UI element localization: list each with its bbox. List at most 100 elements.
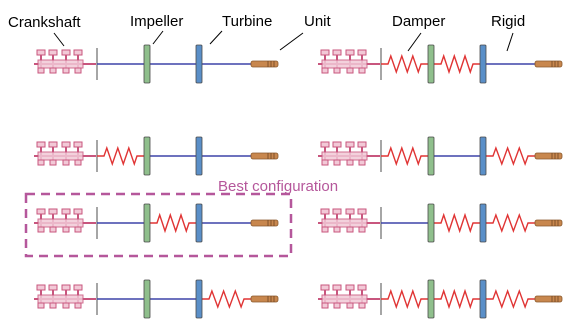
- crank-counterweight: [320, 208, 330, 215]
- crank-pin: [49, 302, 57, 309]
- crankshaft-pointer: [53, 32, 65, 47]
- crank-counterweight: [345, 284, 355, 291]
- crank-counterweight: [73, 284, 83, 291]
- configurations: [34, 44, 563, 319]
- turbine-disc: [195, 203, 203, 243]
- turbine-disc: [479, 44, 487, 84]
- crank-counterweight: [61, 284, 71, 291]
- crank-counterweight: [357, 49, 367, 56]
- crank-pin: [49, 67, 57, 74]
- crank-counterweight: [48, 49, 58, 56]
- impeller-disc: [143, 279, 151, 319]
- load-unit-icon: [534, 295, 563, 303]
- crank-counterweight: [345, 208, 355, 215]
- damper-spring: [381, 288, 428, 310]
- crank-counterweight: [73, 208, 83, 215]
- damper-spring: [486, 288, 535, 310]
- crank-pin: [358, 67, 366, 74]
- impeller-disc: [143, 44, 151, 84]
- crank-counterweight: [320, 141, 330, 148]
- crank-journal: [321, 59, 368, 69]
- impeller-disc: [427, 203, 435, 243]
- crank-counterweight: [357, 141, 367, 148]
- turbine-disc: [195, 279, 203, 319]
- crankshaft-icon: [34, 207, 98, 239]
- crank-counterweight: [36, 208, 46, 215]
- crank-pin: [74, 159, 82, 166]
- load-unit-icon: [250, 60, 279, 68]
- crank-counterweight: [332, 141, 342, 148]
- crank-pin: [333, 159, 341, 166]
- crankshaft-icon: [318, 140, 382, 172]
- crank-pin: [62, 302, 70, 309]
- damper-spring: [381, 145, 428, 167]
- crank-counterweight: [332, 284, 342, 291]
- damper-spring: [486, 145, 535, 167]
- crank-counterweight: [332, 208, 342, 215]
- crank-counterweight: [61, 49, 71, 56]
- crank-counterweight: [61, 208, 71, 215]
- crank-pin: [333, 67, 341, 74]
- crank-pin: [321, 226, 329, 233]
- crank-counterweight: [73, 49, 83, 56]
- best-configuration-label: Best configuration: [218, 178, 338, 195]
- configuration-right-4: [318, 279, 563, 319]
- crank-pin: [358, 302, 366, 309]
- damper-spring: [434, 53, 480, 75]
- crank-pin: [346, 159, 354, 166]
- turbine-disc: [479, 136, 487, 176]
- configuration-left-3: [34, 203, 279, 243]
- crank-pin: [37, 67, 45, 74]
- configuration-right-2: [318, 136, 563, 176]
- crank-pin: [37, 159, 45, 166]
- crank-pin: [62, 226, 70, 233]
- crank-counterweight: [345, 49, 355, 56]
- damper-label: Damper: [392, 13, 445, 30]
- crank-pin: [346, 67, 354, 74]
- unit-pointer: [279, 32, 304, 51]
- impeller-disc: [427, 279, 435, 319]
- crank-pin: [62, 159, 70, 166]
- turbine-disc: [195, 136, 203, 176]
- crank-pin: [358, 226, 366, 233]
- impeller-disc: [427, 44, 435, 84]
- crank-counterweight: [73, 141, 83, 148]
- damper-spring: [97, 145, 144, 167]
- crankshaft-icon: [318, 207, 382, 239]
- crank-journal: [321, 218, 368, 228]
- impeller-disc: [143, 136, 151, 176]
- damper-spring: [150, 212, 196, 234]
- turbine-disc: [479, 203, 487, 243]
- crank-journal: [321, 151, 368, 161]
- configuration-left-2: [34, 136, 279, 176]
- rigid-pointer: [506, 32, 514, 52]
- turbine-label: Turbine: [222, 13, 272, 30]
- crank-pin: [74, 67, 82, 74]
- crank-counterweight: [357, 208, 367, 215]
- configuration-right-3: [318, 203, 563, 243]
- crank-counterweight: [332, 49, 342, 56]
- crank-counterweight: [345, 141, 355, 148]
- damper-pointer: [407, 32, 422, 52]
- crankshaft-icon: [318, 48, 382, 80]
- configuration-left-4: [34, 279, 279, 319]
- crank-pin: [358, 159, 366, 166]
- crank-pin: [346, 302, 354, 309]
- crank-journal: [321, 294, 368, 304]
- crank-counterweight: [48, 141, 58, 148]
- crank-pin: [37, 226, 45, 233]
- crankshaft-icon: [318, 283, 382, 315]
- crank-pin: [62, 67, 70, 74]
- crank-journal: [37, 218, 84, 228]
- load-unit-icon: [534, 60, 563, 68]
- crank-pin: [49, 159, 57, 166]
- impeller-pointer: [152, 30, 164, 45]
- damper-spring: [434, 288, 480, 310]
- load-unit-icon: [250, 295, 279, 303]
- configuration-left-1: [34, 44, 279, 84]
- crank-counterweight: [48, 208, 58, 215]
- impeller-disc: [143, 203, 151, 243]
- unit-label: Unit: [304, 13, 332, 30]
- load-unit-icon: [534, 219, 563, 227]
